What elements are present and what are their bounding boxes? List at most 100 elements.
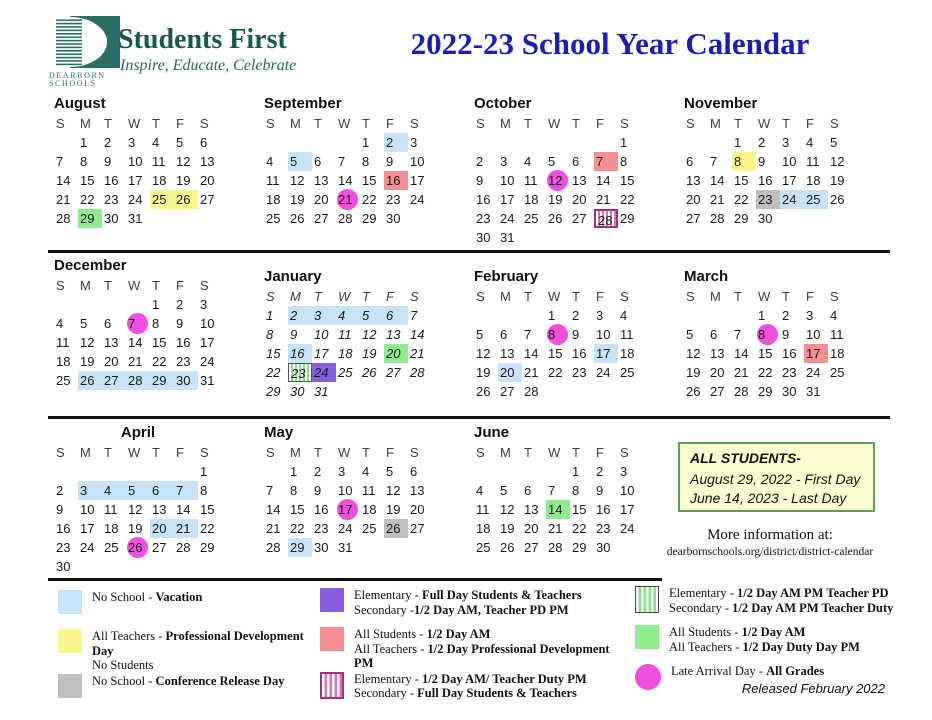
day-cell: 11: [338, 327, 352, 342]
day-cell: 20: [498, 363, 522, 382]
day-cell: 31: [128, 211, 143, 226]
brand-tagline: Inspire, Educate, Celebrate: [120, 57, 297, 74]
legend-text: All Students - 1/2 Day AM All Teachers - …: [669, 624, 860, 654]
legend-column-left: No School - Vacation All Teachers - Profe…: [58, 589, 313, 712]
legend-text: Elementary - Full Day Students & Teacher…: [354, 587, 582, 617]
day-cell: 3: [200, 297, 208, 312]
day-cell: 19: [830, 173, 845, 188]
day-cell: 13: [524, 502, 539, 517]
legend-item: Late Arrival Day - All Grades: [635, 663, 925, 702]
divider-row1: [48, 250, 890, 253]
day-cell: 7: [548, 483, 556, 498]
day-cell: 25: [476, 540, 491, 555]
legend-line: Elementary - Full Day Students & Teacher…: [354, 588, 582, 602]
day-cell: 24: [312, 363, 336, 382]
weekday-header: T: [314, 289, 322, 304]
day-cell: 20: [384, 344, 408, 363]
day-cell: 29: [200, 540, 215, 555]
day-cell: 8: [572, 483, 580, 498]
day-cell: 11: [266, 173, 280, 188]
day-cell: 4: [336, 306, 360, 325]
day-cell: 5: [830, 135, 838, 150]
day-cell: 29: [288, 538, 312, 557]
empty-cell: [54, 133, 78, 152]
day-cell: 30: [758, 211, 773, 226]
day-cell: 22: [548, 365, 563, 380]
day-cell: 9: [758, 154, 766, 169]
day-cell: 2: [56, 483, 64, 498]
day-cell: 14: [524, 346, 539, 361]
day-cell: 29: [78, 209, 102, 228]
day-cell: 23: [756, 190, 780, 209]
day-cell: 10: [200, 316, 215, 331]
weekday-header: W: [548, 445, 561, 460]
day-cell: 21: [56, 192, 71, 207]
month-title: March: [684, 268, 729, 285]
month-title: June: [474, 424, 510, 441]
day-cell: 23: [176, 354, 191, 369]
weekday-header: W: [548, 289, 561, 304]
day-cell: 19: [128, 521, 143, 536]
weekday-header: S: [620, 289, 629, 304]
day-cell: 30: [596, 540, 611, 555]
day-cell: 20: [524, 521, 539, 536]
day-cell: 7: [524, 327, 532, 342]
weekday-header: M: [710, 116, 721, 131]
month-title: August: [54, 95, 106, 112]
day-cell: 1: [152, 297, 160, 312]
day-cell: 19: [176, 173, 191, 188]
day-cell: 27: [200, 192, 215, 207]
day-cell: 12: [176, 154, 191, 169]
brand-bottom: SCHOOLS: [49, 79, 97, 88]
day-cell: 22: [362, 192, 377, 207]
day-cell: 17: [500, 192, 515, 207]
day-cell: 8: [620, 154, 628, 169]
month-december: December S M T W T F S 1 2 3 4 5 6 7 8 9 10 11 12 13 14 15 16 17…: [54, 257, 222, 390]
month-march: March S M T W T F S 1 2 3 4 5 6 7 8 9 10 11 12 13 14 15 16 17 18 1…: [684, 268, 852, 401]
empty-cell: [78, 295, 102, 314]
empty-cell: [684, 133, 708, 152]
day-cell: 2: [314, 464, 322, 479]
day-cell: 10: [80, 502, 95, 517]
day-cell: 21: [410, 346, 425, 361]
day-cell: 28: [410, 365, 425, 380]
day-cell: 4: [56, 316, 64, 331]
day-cell: 17: [128, 173, 143, 188]
day-cell: 17: [410, 173, 425, 188]
day-cell: 1: [734, 135, 742, 150]
day-cell: 24: [620, 521, 635, 536]
day-cell: 25: [266, 211, 281, 226]
weekday-header: M: [290, 289, 301, 304]
day-cell: 13: [200, 154, 215, 169]
weekday-header: W: [128, 278, 141, 293]
day-cell: 11: [476, 502, 490, 517]
day-cell: 22: [620, 192, 635, 207]
day-cell: 6: [314, 154, 322, 169]
day-cell: 10: [620, 483, 635, 498]
empty-cell: [546, 133, 570, 152]
legend-line: All Students - 1/2 Day AM: [354, 627, 491, 641]
day-cell: 16: [56, 521, 71, 536]
all-students-box: ALL STUDENTS- August 29, 2022 - First Da…: [678, 442, 875, 512]
day-cell: 4: [266, 154, 274, 169]
weekday-header: S: [56, 116, 65, 131]
day-cell: 2: [476, 154, 484, 169]
weekday-header: S: [266, 116, 275, 131]
day-cell: 17: [782, 173, 797, 188]
legend-text: Elementary - 1/2 Day AM/ Teacher Duty PM…: [354, 671, 587, 701]
day-cell: 17: [80, 521, 95, 536]
day-cell: 17: [620, 502, 635, 517]
weekday-header: T: [152, 445, 160, 460]
weekday-header: T: [104, 116, 112, 131]
weekday-header: S: [200, 278, 209, 293]
day-cell: 11: [56, 335, 70, 350]
month-grid: S M T W T F S 1 2 3 4 5 6 7 8 9 10 11 12 13 14 15 16 17 18 19 20 21…: [474, 114, 642, 247]
month-may: May S M T W T F S 1 2 3 4 5 6 7 8 9 10 11 12 13 14 15 16 17 18 19 2…: [264, 424, 432, 557]
weekday-header: F: [596, 289, 604, 304]
day-cell: 25: [362, 521, 377, 536]
day-cell: 21: [548, 521, 563, 536]
day-cell: 26: [548, 211, 563, 226]
day-cell: 18: [830, 346, 845, 361]
weekday-header: W: [338, 289, 351, 304]
weekday-header: W: [338, 445, 351, 460]
